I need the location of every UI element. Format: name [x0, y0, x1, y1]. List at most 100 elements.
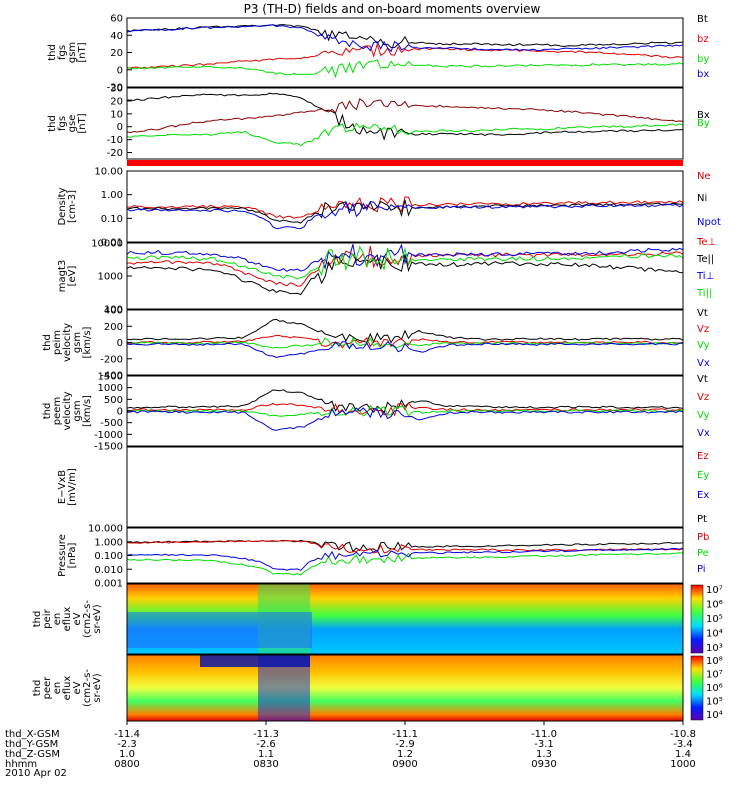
legend-label-By: By — [697, 118, 710, 129]
y-tick-label: 0 — [117, 122, 123, 133]
y-tick-label: 500 — [104, 395, 123, 406]
y-axis-label: peir — [42, 608, 53, 628]
y-tick-label: -1000 — [94, 430, 123, 441]
y-axis-label: E−VxB — [57, 470, 68, 504]
x-tick-label: 1000 — [670, 759, 695, 770]
y-axis-label: thd — [47, 115, 58, 132]
series-line-Vx — [126, 407, 684, 431]
y-tick-label: -500 — [100, 418, 123, 429]
y-tick-label: 1000 — [98, 383, 123, 394]
y-axis-label: thd — [42, 403, 53, 420]
legend-label-Vz: Vz — [697, 392, 709, 403]
x-axis-row-label: 2010 Apr 02 — [5, 768, 67, 779]
series-line-bx — [126, 24, 684, 53]
legend-label-Vx: Vx — [697, 358, 710, 369]
x-axis-row-label: thd_Y-GSM — [5, 739, 58, 750]
y-axis-label: [nT] — [77, 113, 88, 133]
colorbar-tick-label: 10⁵ — [706, 614, 723, 625]
panel-frame — [126, 527, 684, 584]
panel-8: thd peir en eflux eV (cm2-s-sr-eV) 10⁷ 10⁶ 10⁵ 10… — [32, 583, 723, 655]
series-line-by — [126, 59, 684, 79]
series-line-Vt — [126, 318, 684, 344]
y-tick-label: 0.100 — [94, 551, 123, 562]
y-axis-label: Pressure — [57, 534, 68, 577]
x-tick-label: 1.2 — [397, 749, 413, 760]
x-tick-label: 0900 — [392, 759, 417, 770]
legend-label-Pt: Pt — [697, 514, 707, 525]
legend-label-by: by — [697, 54, 709, 65]
y-axis-label: [cm-3] — [67, 190, 78, 223]
y-tick-label: 10.00 — [94, 167, 123, 178]
y-axis-label: en — [52, 613, 63, 626]
series-line-Bt — [126, 24, 684, 49]
heatmap-low-flux — [127, 612, 312, 648]
x-tick-label: -2.9 — [395, 739, 415, 750]
series-line-Bx — [126, 92, 684, 141]
series-line-Ti|| — [126, 245, 684, 280]
panel-frame — [126, 17, 684, 88]
legend-label-Te||: Te|| — [696, 254, 714, 265]
colorbar-tick-label: 10⁷ — [706, 585, 723, 596]
y-axis-label: eV — [72, 612, 83, 625]
series-line-Vt — [126, 389, 684, 414]
y-tick-label: 1.000 — [94, 537, 123, 548]
y-tick-label: 1.00 — [101, 190, 123, 201]
y-tick-label: 0 — [117, 338, 123, 349]
legend-label-Vt: Vt — [697, 374, 708, 385]
y-axis-label: (cm2-s- — [82, 669, 93, 707]
legend-label-Bx: Bx — [697, 110, 710, 121]
y-tick-label: 200 — [104, 322, 123, 333]
y-axis-label: thd — [32, 680, 43, 697]
y-axis-label: (cm2-s- — [82, 600, 93, 638]
y-tick-label: 1000 — [98, 272, 123, 283]
panel-frame — [126, 446, 684, 528]
y-tick-label: 20 — [110, 96, 123, 107]
legend-label-Ni: Ni — [697, 193, 707, 204]
x-tick-label: -11.3 — [253, 729, 279, 740]
y-tick-label: 400 — [104, 306, 123, 317]
y-tick-label: 60 — [110, 14, 123, 25]
y-tick-label: 0 — [117, 407, 123, 418]
y-axis-label: eflux — [62, 607, 73, 632]
legend-label-Vx: Vx — [697, 428, 710, 439]
legend-label-bx: bx — [697, 69, 709, 80]
series-line-Vx — [126, 341, 683, 359]
y-tick-label: 40 — [110, 31, 123, 42]
x-tick-label: 0830 — [253, 759, 278, 770]
series-line-Ni — [126, 199, 684, 224]
panel-frame — [126, 375, 684, 447]
panel-6: E−VxB [mV/m] Ez Ey Ex — [57, 446, 709, 528]
y-tick-label: 10.000 — [88, 524, 123, 535]
panel-3: magt3 [eV] 10000 1000 100 Te⊥ Te|| Ti⊥ Ti|| — [57, 237, 716, 316]
legend-label-Bt: Bt — [697, 14, 708, 25]
y-axis-label: velocity — [62, 391, 73, 430]
panel-frame — [126, 170, 684, 243]
legend-label-Ti⊥: Ti⊥ — [696, 271, 714, 282]
legend-label-Vy: Vy — [697, 340, 710, 351]
y-axis-label: [mV/m] — [67, 468, 78, 506]
series-line-By — [126, 122, 684, 147]
panel-frame — [126, 87, 684, 160]
x-tick-label: -11.0 — [531, 729, 557, 740]
panel-frame — [126, 583, 684, 655]
x-tick-label: 1.0 — [119, 749, 135, 760]
y-axis-label: [eV] — [67, 266, 78, 287]
x-tick-label: -10.8 — [670, 729, 696, 740]
legend-label-Ez: Ez — [697, 451, 709, 462]
y-axis-label: Density — [57, 187, 68, 225]
y-tick-label: 100 — [104, 305, 123, 316]
legend-label-Ey: Ey — [697, 470, 709, 481]
series-line-Vz — [127, 334, 684, 349]
y-tick-label: -200 — [100, 354, 123, 365]
y-axis-label: thd — [47, 44, 58, 61]
y-axis-label: [km/s] — [82, 326, 93, 358]
y-axis-label: [nPa] — [67, 542, 78, 568]
x-tick-label: 0930 — [531, 759, 556, 770]
x-axis-row-label: hhmm — [5, 759, 37, 770]
legend-label-Npot: Npot — [697, 217, 721, 228]
y-axis-label: [nT] — [77, 42, 88, 62]
x-tick-label: -11.4 — [114, 729, 140, 740]
colorbar-tick-label: 10⁶ — [706, 600, 723, 611]
y-axis-label: gsm — [72, 332, 83, 353]
y-tick-label: 0.01 — [101, 238, 123, 249]
